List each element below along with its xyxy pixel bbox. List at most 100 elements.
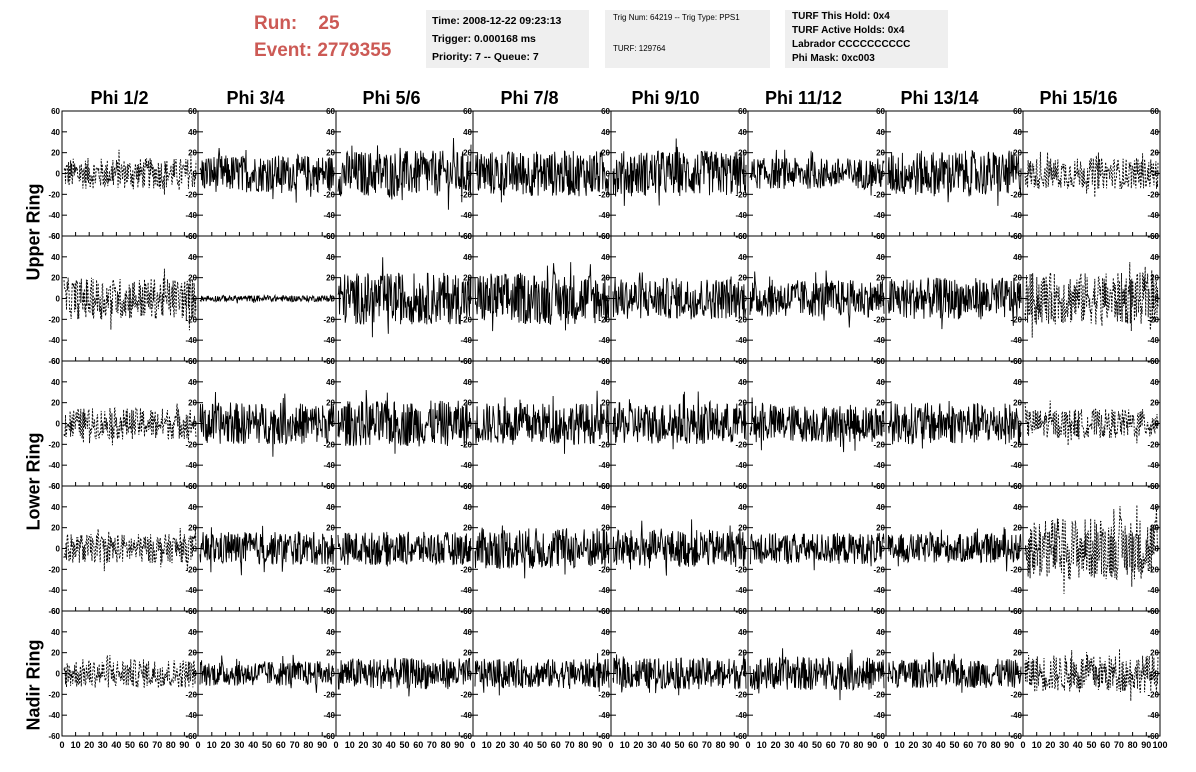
- y-tick-label-left: -20: [48, 440, 60, 449]
- y-tick-label-r2c3: 40: [601, 378, 610, 387]
- y-tick-label-r3c0: 20: [188, 524, 197, 533]
- y-tick-label-r1c7: 0: [1155, 295, 1160, 304]
- y-tick-label-r3c7: 60: [1150, 482, 1159, 491]
- waveform-r4c1: [199, 654, 335, 693]
- x-tick-label: 10: [620, 740, 630, 750]
- y-tick-label-r0c1: -20: [323, 190, 335, 199]
- x-tick-label: 20: [771, 740, 781, 750]
- y-tick-label-r0c3: 0: [606, 170, 611, 179]
- y-tick-label-r2c3: 60: [601, 357, 610, 366]
- x-tick-label: 10: [207, 740, 217, 750]
- y-tick-label-r3c7: -20: [1147, 565, 1159, 574]
- x-tick-label: 20: [1045, 740, 1055, 750]
- y-tick-label-r4c3: -40: [598, 711, 610, 720]
- y-tick-label-r0c3: 20: [601, 149, 610, 158]
- y-tick-label-left: 20: [51, 274, 60, 283]
- y-tick-label-left: -60: [48, 357, 60, 366]
- x-tick-label: 40: [1073, 740, 1083, 750]
- run-event-header: Run: 25 Event: 2779355: [254, 10, 391, 64]
- column-label-phi-15-16: Phi 15/16: [1039, 88, 1118, 108]
- y-tick-label-r0c2: 40: [463, 128, 472, 137]
- y-tick-label-r2c6: -40: [1010, 461, 1022, 470]
- waveform-r3c0: [63, 526, 197, 572]
- x-tick-label: 50: [262, 740, 272, 750]
- x-tick-label: 60: [139, 740, 149, 750]
- y-tick-label-r1c6: -20: [1010, 315, 1022, 324]
- y-tick-label-r3c4: -40: [735, 586, 747, 595]
- y-tick-label-r1c5: 20: [876, 274, 885, 283]
- y-tick-label-r2c0: 40: [188, 378, 197, 387]
- x-tick-label: 30: [509, 740, 519, 750]
- labrador-text: Labrador CCCCCCCCCC: [792, 39, 911, 50]
- y-tick-label-r1c2: -20: [460, 315, 472, 324]
- y-tick-label-r0c2: -40: [460, 211, 472, 220]
- column-label-phi-11-12: Phi 11/12: [764, 88, 843, 108]
- waveform-r4c2: [337, 657, 472, 697]
- y-tick-label-r0c3: -40: [598, 211, 610, 220]
- y-tick-label-left: 40: [51, 503, 60, 512]
- y-tick-label-r2c0: -20: [185, 440, 197, 449]
- x-tick-label: 60: [688, 740, 698, 750]
- y-tick-label-r1c7: 20: [1150, 274, 1159, 283]
- waveform-r4c7: [1024, 648, 1159, 701]
- y-tick-label-left: 0: [56, 295, 61, 304]
- y-tick-label-r1c2: 20: [463, 274, 472, 283]
- y-tick-label-r1c1: -40: [323, 336, 335, 345]
- y-tick-label-left: -40: [48, 336, 60, 345]
- y-tick-label-r0c0: 0: [193, 170, 198, 179]
- x-tick-label: 50: [537, 740, 547, 750]
- y-tick-label-r4c4: 60: [738, 607, 747, 616]
- y-tick-label-r0c4: 60: [738, 107, 747, 116]
- x-tick-label: 60: [413, 740, 423, 750]
- x-tick-label: 50: [125, 740, 135, 750]
- waveform-r0c4: [612, 138, 747, 206]
- y-tick-label-r0c6: 20: [1013, 149, 1022, 158]
- waveform-r1c0: [63, 268, 197, 331]
- y-tick-label-r2c3: 20: [601, 399, 610, 408]
- y-tick-label-r1c4: 60: [738, 232, 747, 241]
- trig-info-box: Trig Num: 64219 -- Trig Type: PPS1 TURF:…: [605, 10, 770, 68]
- priority-text: Priority: 7 -- Queue: 7: [432, 51, 539, 63]
- column-label-phi-13-14: Phi 13/14: [900, 88, 979, 108]
- y-tick-label-r2c0: -40: [185, 461, 197, 470]
- y-tick-label-left: -40: [48, 211, 60, 220]
- y-tick-label-r1c2: -40: [460, 336, 472, 345]
- waveform-r1c3: [474, 262, 610, 332]
- y-tick-label-r3c5: -20: [873, 565, 885, 574]
- y-tick-label-r0c7: 20: [1150, 149, 1159, 158]
- y-tick-label-left: 60: [51, 107, 60, 116]
- column-label-phi-5-6: Phi 5/6: [362, 88, 421, 108]
- y-tick-label-r4c5: -60: [873, 732, 885, 741]
- x-tick-label: 80: [166, 740, 176, 750]
- y-tick-label-r4c7: 60: [1150, 607, 1159, 616]
- waveform-r1c7: [1024, 262, 1159, 338]
- y-tick-label-r4c6: 40: [1013, 628, 1022, 637]
- y-tick-label-r0c4: 0: [743, 170, 748, 179]
- waveform-r3c7: [1024, 504, 1159, 594]
- y-tick-label-r4c7: -60: [1147, 732, 1159, 741]
- waveform-r4c3: [474, 653, 610, 696]
- x-tick-label: 0: [333, 740, 338, 750]
- x-tick-label: 70: [290, 740, 300, 750]
- y-tick-label-r4c1: -40: [323, 711, 335, 720]
- x-tick-label: 90: [179, 740, 189, 750]
- y-tick-label-left: -40: [48, 586, 60, 595]
- y-tick-label-r3c6: 40: [1013, 503, 1022, 512]
- waveform-r3c1: [199, 525, 335, 576]
- y-tick-label-r3c5: 60: [876, 482, 885, 491]
- y-tick-label-r0c0: 60: [188, 107, 197, 116]
- y-tick-label-r2c2: 40: [463, 378, 472, 387]
- y-tick-label-left: 0: [56, 670, 61, 679]
- y-tick-label-r4c3: 40: [601, 628, 610, 637]
- y-tick-label-left: 0: [56, 545, 61, 554]
- waveform-r1c4: [612, 272, 747, 320]
- y-tick-label-r4c4: 0: [743, 670, 748, 679]
- y-tick-label-r2c3: -20: [598, 440, 610, 449]
- waveform-r0c6: [887, 149, 1022, 206]
- y-tick-label-left: 60: [51, 482, 60, 491]
- y-tick-label-left: -60: [48, 607, 60, 616]
- y-tick-label-r2c1: 0: [331, 420, 336, 429]
- y-tick-label-r1c0: -40: [185, 336, 197, 345]
- waveform-r0c7: [1024, 151, 1159, 198]
